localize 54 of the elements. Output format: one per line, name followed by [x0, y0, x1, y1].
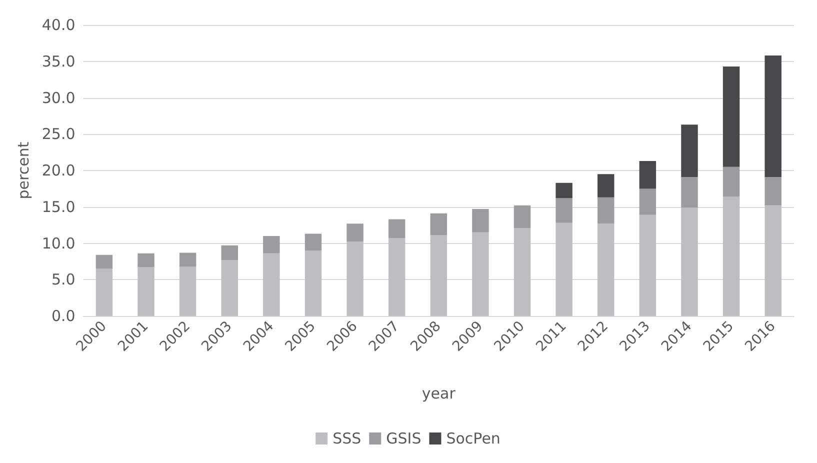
bar [681, 177, 698, 208]
bar [346, 242, 364, 316]
bar [514, 228, 531, 316]
y-tick-label: 10.0 [42, 234, 76, 252]
bar [138, 253, 154, 268]
bar [388, 219, 406, 238]
bar [681, 124, 698, 178]
bar [764, 177, 782, 206]
bar [221, 245, 238, 260]
legend-label: GSIS [386, 430, 422, 448]
bar [722, 66, 740, 167]
bar [514, 205, 531, 228]
bar [304, 234, 322, 251]
bar [179, 266, 196, 316]
y-tick-label: 35.0 [42, 52, 76, 70]
legend-label: SocPen [446, 430, 500, 448]
y-tick-label: 5.0 [51, 270, 76, 289]
bar [556, 182, 572, 198]
bar [722, 166, 740, 197]
bar [472, 209, 489, 232]
bar [598, 174, 614, 198]
bar [304, 250, 322, 316]
bar [722, 196, 740, 316]
bar [179, 252, 196, 267]
bar [138, 267, 154, 316]
y-tick-label: 0.0 [51, 307, 76, 325]
bar [556, 198, 572, 223]
bar [764, 56, 782, 178]
bar [598, 197, 614, 224]
bar [639, 188, 656, 215]
bar [263, 253, 280, 316]
bar [598, 224, 614, 316]
x-axis-title: year [422, 384, 456, 402]
bar [388, 238, 406, 316]
y-axis-title: percent [14, 142, 32, 200]
bar [639, 161, 656, 189]
y-tick-label: 15.0 [42, 198, 76, 216]
bar [430, 235, 448, 316]
bar [96, 268, 113, 316]
bar [346, 224, 364, 242]
y-tick-label: 40.0 [42, 16, 76, 34]
bar [221, 260, 238, 316]
bar [96, 254, 113, 269]
y-tick-label: 25.0 [42, 125, 76, 144]
bar [556, 222, 572, 316]
bar [263, 236, 280, 254]
bar [430, 213, 448, 236]
y-tick-label: 30.0 [42, 88, 76, 107]
legend-label: SSS [332, 430, 362, 448]
y-tick-label: 20.0 [42, 162, 76, 180]
bar [764, 205, 782, 316]
bar [472, 232, 489, 316]
bar [681, 208, 698, 316]
bar [639, 214, 656, 316]
